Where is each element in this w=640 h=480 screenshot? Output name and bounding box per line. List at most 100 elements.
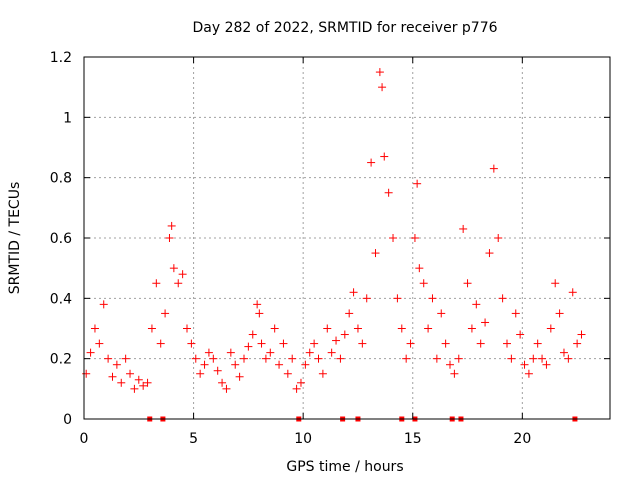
data-point [577,330,586,339]
x-tick-label: 15 [404,431,422,447]
data-point [546,324,555,333]
data-point [183,324,192,333]
data-point [222,384,231,393]
data-point [441,339,450,348]
data-point [498,294,507,303]
data-point [318,369,327,378]
y-tick-label: 1 [63,110,72,126]
data-point [402,354,411,363]
data-point [213,366,222,375]
data-point [568,288,577,297]
data-point [476,339,485,348]
data-point [349,288,358,297]
data-point [239,354,248,363]
data-point [362,294,371,303]
data-point [310,339,319,348]
data-point [555,309,564,318]
data-point [516,330,525,339]
data-point [489,164,498,173]
data-point [371,249,380,258]
data-point [375,68,384,77]
data-point [564,354,573,363]
data-point [332,336,341,345]
y-tick-label: 0.8 [50,171,72,187]
data-point [196,369,205,378]
data-point [406,339,415,348]
y-tick-label: 0 [63,412,72,428]
data-points-layer [82,68,586,393]
x-tick-label: 0 [80,431,89,447]
data-point [380,152,389,161]
data-point [459,224,468,233]
data-point [353,324,362,333]
data-point [126,369,135,378]
data-point [529,354,538,363]
data-point [551,279,560,288]
data-point [255,309,264,318]
data-point [130,384,139,393]
data-point [542,360,551,369]
data-point [340,330,349,339]
data-point [231,360,240,369]
data-point [235,372,244,381]
data-point [178,270,187,279]
data-point [139,381,148,390]
data-point [424,324,433,333]
x-tick-label: 5 [189,431,198,447]
data-point [257,339,266,348]
data-point [143,378,152,387]
data-point [283,369,292,378]
data-point [218,378,227,387]
data-point [494,234,503,242]
data-point [292,384,301,393]
data-point [410,234,419,242]
data-point [559,348,568,357]
data-point [99,300,108,309]
data-point [419,279,428,288]
data-point [336,354,345,363]
data-point [345,309,354,318]
data-point [112,360,121,369]
data-point [467,324,476,333]
data-point [253,300,262,309]
plot-frame [83,56,611,420]
data-point [389,234,398,242]
data-point [358,339,367,348]
data-point [279,339,288,348]
data-point [261,354,270,363]
data-point [174,279,183,288]
data-point [134,375,143,384]
data-point [167,221,176,230]
data-point [248,330,257,339]
data-point [524,369,533,378]
data-point [367,158,376,167]
data-point [413,179,422,188]
x-tick-label: 10 [294,431,312,447]
data-point [502,339,511,348]
y-axis-label: SRMTID / TECUs [7,182,23,295]
data-point [314,354,323,363]
data-point [378,83,387,92]
data-point [104,354,113,363]
data-point [305,348,314,357]
data-point [90,324,99,333]
data-point [446,360,455,369]
data-point [244,342,253,351]
data-point [191,354,200,363]
data-point [485,249,494,258]
x-tick-label: 20 [513,431,531,447]
data-point [432,354,441,363]
chart-title: Day 282 of 2022, SRMTID for receiver p77… [192,20,497,36]
data-point [481,318,490,327]
grid-layer [84,57,610,419]
data-point [393,294,402,303]
data-point [275,360,284,369]
data-point [538,354,547,363]
data-point [507,354,516,363]
data-point [450,369,459,378]
data-point [327,348,336,357]
data-point [108,372,117,381]
data-point [437,309,446,318]
data-point [323,324,332,333]
